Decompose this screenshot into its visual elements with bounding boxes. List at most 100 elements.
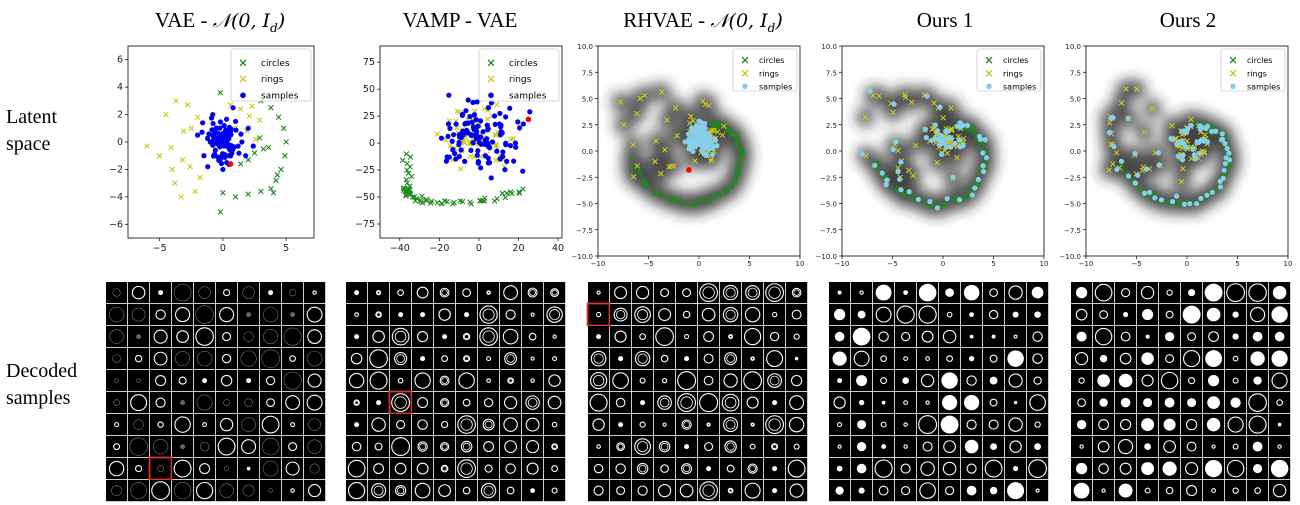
decoded-ring (791, 287, 802, 298)
decoded-ring (1141, 374, 1154, 387)
decoded-disk (1097, 374, 1110, 387)
decoded-inner-ring (482, 308, 495, 321)
decoded-tile (282, 458, 304, 480)
decoded-ring (290, 422, 296, 428)
circle-point (220, 189, 226, 196)
decoded-tile (588, 370, 610, 392)
decoded-tile (1247, 304, 1269, 326)
decoded-ring (306, 350, 323, 367)
decoded-ring (1232, 355, 1239, 362)
decoded-tile (304, 370, 326, 392)
sample-point (1107, 129, 1113, 135)
sample-point (685, 139, 692, 145)
decoded-tile (742, 370, 764, 392)
decoded-tile (698, 458, 720, 480)
ring-point (905, 167, 912, 174)
decoded-disk (376, 400, 382, 406)
decoded-inner-ring (725, 287, 736, 298)
decoded-disk (290, 312, 296, 318)
decoded-ring (677, 371, 697, 391)
ring-point (702, 101, 709, 108)
tile-background (1005, 436, 1027, 458)
decoded-tile (1005, 282, 1027, 304)
decoded-ring (682, 310, 691, 319)
decoded-ring (130, 482, 147, 499)
decoded-tile (128, 304, 150, 326)
row-label-latent: Latent space (6, 106, 58, 155)
decoded-ring (155, 309, 166, 320)
tile-background (632, 282, 654, 304)
x-tick-label: 0 (220, 243, 226, 254)
decoded-tile (917, 458, 939, 480)
x-tick-label: 0 (697, 260, 701, 268)
highlighted-tile (148, 456, 173, 481)
tile-background (194, 304, 216, 326)
decoded-inner-ring (769, 375, 780, 386)
decoded-ring (550, 288, 560, 298)
decoded-ring (289, 355, 296, 362)
sample-point (445, 133, 451, 139)
decoded-tile (500, 370, 522, 392)
x-tick-label: −5 (1131, 260, 1141, 268)
decoded-tile (961, 282, 983, 304)
tile-background (698, 304, 720, 326)
decoded-ring (174, 482, 192, 500)
sample-point (456, 132, 462, 138)
tile-background (150, 326, 172, 348)
ring-point (890, 109, 896, 116)
decoded-tile (1137, 282, 1159, 304)
decoded-inner-ring (552, 444, 557, 449)
sample-point (960, 122, 966, 128)
tile-background (434, 392, 456, 414)
x-tick-label: −20 (429, 243, 449, 254)
decoded-tile (522, 304, 544, 326)
sample-point (1217, 178, 1223, 184)
y-tick-label: −2.5 (820, 174, 837, 182)
decoded-tile (676, 282, 698, 304)
decoded-tile (1203, 480, 1225, 502)
decoded-tile (720, 348, 742, 370)
decoded-tile (873, 326, 895, 348)
decoded-ring (457, 459, 476, 478)
sample-point (488, 100, 495, 106)
decoded-ring (347, 459, 366, 478)
decoded-disk (832, 351, 847, 366)
decoded-tile (917, 436, 939, 458)
decoded-tile (1137, 326, 1159, 348)
tile-background (478, 392, 500, 414)
decoded-tile (346, 392, 368, 414)
decoded-disk (966, 485, 977, 496)
y-tick-label: 50 (363, 84, 375, 95)
sample-point (932, 122, 938, 128)
decoded-ring (706, 422, 711, 427)
ring-point (940, 114, 947, 121)
ring-point (1106, 167, 1112, 173)
decoded-tile (698, 414, 720, 436)
decoded-tile (412, 348, 434, 370)
decoded-tile (390, 480, 412, 502)
decoded-ring (616, 442, 625, 451)
tile-background (172, 326, 194, 348)
tile-background (456, 282, 478, 304)
tile-background (106, 436, 128, 458)
y-tick-label: −5.0 (820, 201, 837, 209)
decoded-tile (588, 480, 610, 502)
decoded-tile (282, 370, 304, 392)
decoded-ring (875, 306, 892, 323)
decoded-ring (241, 417, 256, 432)
decoded-tile (1225, 392, 1247, 414)
decoded-tile (939, 304, 961, 326)
decoded-tile (1181, 370, 1203, 392)
circle-point (922, 200, 929, 207)
decoded-tile (216, 480, 238, 502)
tile-background (1225, 480, 1247, 502)
decoded-ring (353, 399, 360, 406)
decoded-ring (391, 437, 411, 457)
tile-background (478, 348, 500, 370)
decoded-ring (721, 393, 740, 412)
sample-point (515, 119, 521, 125)
decoded-tile (1159, 414, 1181, 436)
decoded-ring (1227, 416, 1244, 433)
ring-point (493, 143, 499, 149)
